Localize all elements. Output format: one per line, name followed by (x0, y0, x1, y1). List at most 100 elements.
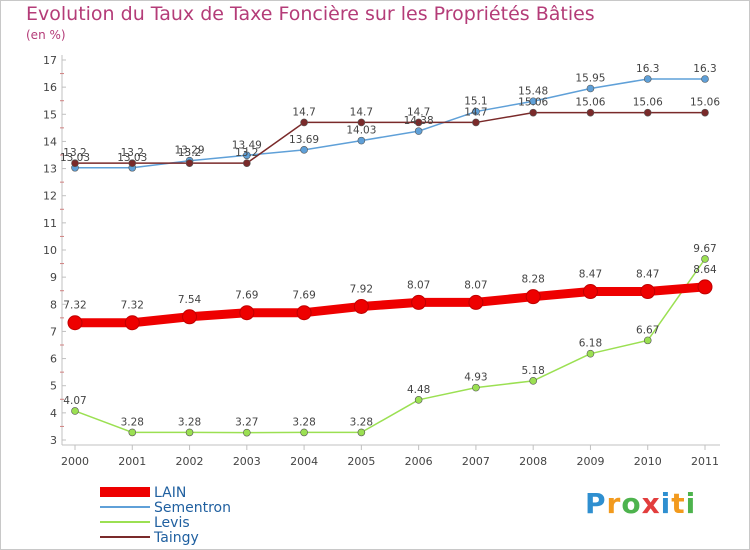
y-tick-label: 13 (43, 163, 57, 176)
data-point (414, 118, 423, 127)
data-label: 14.03 (346, 125, 376, 137)
data-label: 13.69 (289, 134, 319, 146)
labels-lain: 7.32 7.32 7.54 7.69 7.69 7.92 8.07 8.07 8.28 8.47… (63, 264, 717, 312)
data-point (71, 407, 79, 415)
series-levis (71, 255, 709, 437)
data-label: 15.06 (633, 97, 663, 109)
y-tick-label: 15 (43, 108, 57, 121)
data-point (128, 159, 137, 167)
data-label: 13.2 (178, 147, 201, 159)
labels-taingy: 13.2 13.2 13.2 13.2 14.7 14.7 14.7 14.7 15.06 15.… (63, 97, 720, 159)
data-point (697, 279, 713, 295)
data-label: 13.2 (235, 147, 258, 159)
data-label: 15.06 (575, 97, 605, 109)
data-label: 7.69 (292, 290, 315, 302)
data-point (643, 336, 652, 345)
x-tick-label: 2006 (405, 455, 433, 468)
data-point (529, 377, 537, 385)
data-label: 16.3 (636, 63, 659, 75)
y-tick-label: 5 (50, 380, 57, 393)
data-point (701, 108, 709, 117)
data-label: 6.18 (579, 338, 602, 350)
y-tick-label: 12 (43, 190, 57, 203)
data-point (357, 428, 366, 437)
data-label: 14.38 (404, 115, 434, 127)
x-tick-label: 2009 (576, 455, 604, 468)
data-point (124, 315, 140, 331)
legend-label-taingy: Taingy (153, 530, 199, 546)
data-point (71, 159, 79, 167)
data-point (128, 428, 137, 437)
data-point (411, 294, 427, 310)
data-label: 15.06 (690, 97, 720, 109)
data-label: 3.28 (178, 416, 201, 428)
data-label: 6.67 (636, 324, 659, 336)
data-label: 14.7 (350, 106, 373, 118)
y-tick-label: 3 (50, 434, 57, 447)
series-line (70, 282, 710, 328)
series-line (74, 111, 706, 164)
legend-label-levis: Levis (154, 515, 190, 531)
data-label: 14.7 (292, 106, 315, 118)
data-point (472, 107, 480, 116)
data-point (525, 289, 541, 305)
y-unit-label: (en %) (26, 28, 66, 42)
data-label: 13.29 (175, 145, 205, 157)
data-point (701, 255, 709, 263)
data-label: 7.54 (178, 294, 202, 306)
x-tick-label: 2011 (691, 455, 719, 468)
data-label: 15.06 (518, 97, 548, 109)
data-label: 14.7 (464, 106, 487, 118)
data-label: 8.47 (579, 269, 602, 281)
series-lain (67, 279, 713, 331)
data-point (357, 136, 366, 145)
y-tick-label: 9 (50, 271, 57, 284)
x-tick-label: 2001 (118, 455, 146, 468)
data-point (586, 108, 595, 117)
x-tick-label: 2008 (519, 455, 547, 468)
y-tick-label: 16 (43, 81, 57, 94)
series-line (74, 78, 706, 169)
data-point (185, 428, 194, 437)
data-label: 13.2 (121, 147, 144, 159)
data-point (243, 428, 251, 437)
data-label: 13.2 (63, 147, 86, 159)
data-label: 9.67 (693, 243, 716, 255)
data-point (357, 118, 366, 127)
data-point (529, 97, 537, 106)
data-point (300, 428, 308, 437)
data-label: 3.28 (350, 416, 373, 428)
data-point (300, 146, 308, 154)
data-point (472, 383, 480, 392)
data-point (472, 118, 480, 127)
data-label: 16.3 (693, 63, 716, 75)
y-tick-label: 4 (50, 407, 57, 420)
labels-levis: 4.07 3.28 3.28 3.27 3.28 3.28 4.48 4.93 5.18 6.18… (63, 243, 716, 429)
x-tick-label: 2002 (176, 455, 204, 468)
data-point (353, 298, 369, 314)
data-label: 4.48 (407, 384, 430, 396)
series-taingy (71, 108, 709, 167)
data-point (67, 315, 83, 331)
y-tick-label: 8 (50, 298, 57, 311)
data-label: 15.1 (464, 96, 487, 108)
data-point (182, 309, 198, 325)
y-tick-label: 10 (43, 244, 57, 257)
data-label: 8.28 (521, 274, 544, 286)
axes: 3 4 5 6 7 8 9 10 11 12 13 14 15 16 17 2000 2001 2002 2003 2… (43, 54, 720, 468)
data-label: 13.49 (232, 139, 262, 151)
data-label: 15.95 (575, 73, 605, 85)
data-label: 7.32 (121, 300, 144, 312)
data-label: 4.07 (63, 395, 86, 407)
data-label: 7.92 (350, 283, 373, 295)
data-label: 13.03 (60, 152, 90, 164)
chart-title: Evolution du Taux de Taxe Foncière sur l… (26, 3, 595, 25)
x-tick-label: 2005 (347, 455, 375, 468)
data-point (643, 75, 652, 83)
legend-label-lain: LAIN (154, 485, 186, 501)
data-point (640, 284, 656, 300)
